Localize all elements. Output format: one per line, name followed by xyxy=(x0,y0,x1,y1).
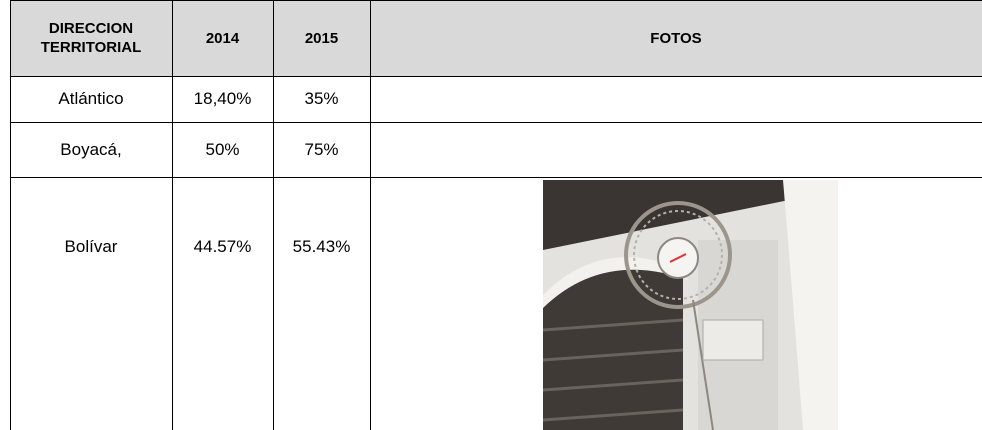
fan-photo xyxy=(543,180,838,430)
page: {"table": {"header": ["DIRECCION TERRITO… xyxy=(0,0,982,430)
table-cell: 18,40% xyxy=(172,76,273,122)
row-border xyxy=(10,177,982,178)
row-border xyxy=(10,76,982,77)
header-cell: 2015 xyxy=(273,0,370,76)
table-cell: Atlántico xyxy=(10,76,172,122)
header-cell: DIRECCION TERRITORIAL xyxy=(10,0,172,76)
col-border xyxy=(10,0,11,430)
table-cell: 35% xyxy=(273,76,370,122)
table-cell: 50% xyxy=(172,122,273,177)
col-border xyxy=(370,0,371,430)
row-border xyxy=(10,122,982,123)
table-cell: 55.43% xyxy=(273,177,370,317)
row-border xyxy=(10,0,982,1)
header-cell: FOTOS xyxy=(370,0,982,76)
header-cell: 2014 xyxy=(172,0,273,76)
col-border xyxy=(273,0,274,430)
table-cell: Bolívar xyxy=(10,177,172,317)
table-cell: 75% xyxy=(273,122,370,177)
col-border xyxy=(172,0,173,430)
table-cell: Boyacá, xyxy=(10,122,172,177)
table-cell: 44.57% xyxy=(172,177,273,317)
